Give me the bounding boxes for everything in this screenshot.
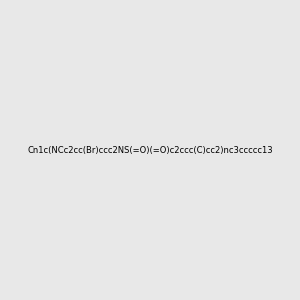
Text: Cn1c(NCc2cc(Br)ccc2NS(=O)(=O)c2ccc(C)cc2)nc3ccccc13: Cn1c(NCc2cc(Br)ccc2NS(=O)(=O)c2ccc(C)cc2… — [27, 146, 273, 154]
